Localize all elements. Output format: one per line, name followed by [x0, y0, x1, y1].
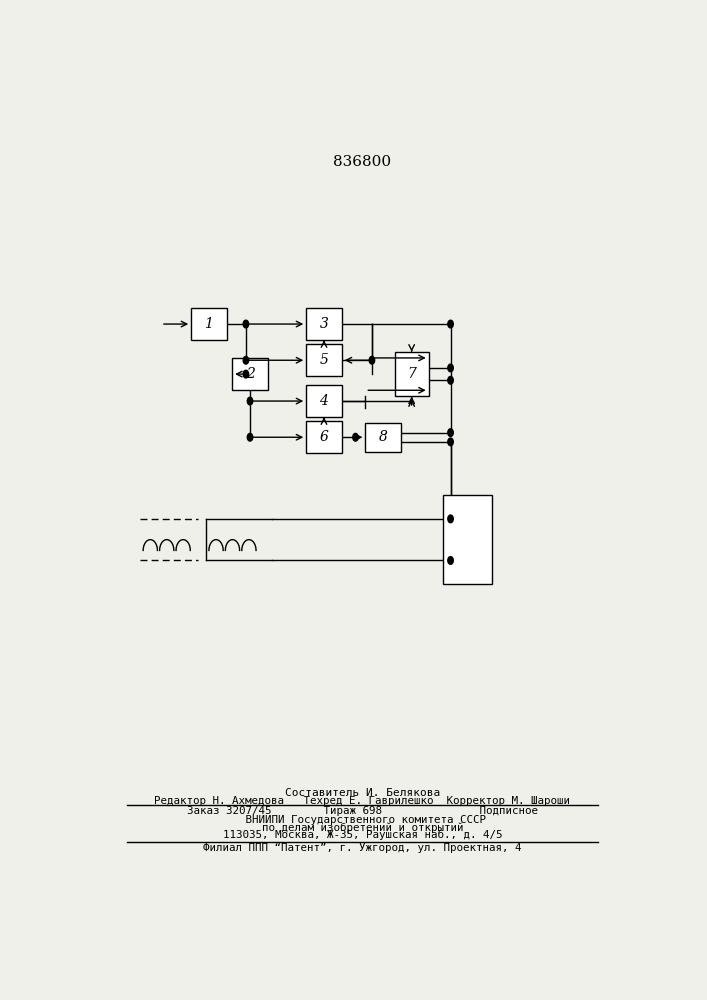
Circle shape — [448, 376, 453, 384]
Bar — [366, 423, 401, 452]
Text: ВНИИПИ Государственного комитета СССР: ВНИИПИ Государственного комитета СССР — [239, 815, 486, 825]
Circle shape — [243, 320, 249, 328]
Text: 6: 6 — [320, 430, 329, 444]
Bar — [191, 308, 227, 340]
Bar — [306, 421, 341, 453]
Circle shape — [243, 370, 249, 378]
Text: 4: 4 — [320, 394, 329, 408]
Text: 7: 7 — [407, 367, 416, 381]
Text: 8: 8 — [379, 430, 387, 444]
Bar — [306, 344, 341, 376]
Text: 1: 1 — [204, 317, 214, 331]
Text: Редактор Н. Ахмедова   Техред Е. Гаврилешко  Корректор М. Шароши: Редактор Н. Ахмедова Техред Е. Гаврилешк… — [154, 796, 571, 806]
Circle shape — [369, 356, 375, 364]
Circle shape — [448, 364, 453, 372]
Bar — [395, 352, 428, 396]
Circle shape — [448, 320, 453, 328]
Text: по делам изобретений и открытий: по делам изобретений и открытий — [262, 822, 463, 833]
Text: 5: 5 — [320, 353, 329, 367]
Bar — [306, 385, 341, 417]
Bar — [232, 358, 268, 390]
Text: 3: 3 — [320, 317, 329, 331]
Circle shape — [448, 557, 453, 564]
Bar — [306, 308, 341, 340]
Circle shape — [243, 356, 249, 364]
Text: Филиал ППП “Патент”, г. Ужгород, ул. Проектная, 4: Филиал ППП “Патент”, г. Ужгород, ул. Про… — [203, 843, 522, 853]
Circle shape — [247, 397, 253, 405]
Circle shape — [448, 515, 453, 523]
Text: Заказ 3207/45        Тираж 698               Подписное: Заказ 3207/45 Тираж 698 Подписное — [187, 806, 538, 816]
Text: 836800: 836800 — [333, 155, 392, 169]
Circle shape — [448, 438, 453, 446]
Circle shape — [448, 429, 453, 436]
Bar — [443, 495, 491, 584]
Text: Составитель И. Белякова: Составитель И. Белякова — [285, 788, 440, 798]
Circle shape — [353, 433, 358, 441]
Text: 113035, Москва, Ж-35, Раушская наб., д. 4/5: 113035, Москва, Ж-35, Раушская наб., д. … — [223, 830, 502, 840]
Circle shape — [247, 433, 253, 441]
Text: 2: 2 — [245, 367, 255, 381]
